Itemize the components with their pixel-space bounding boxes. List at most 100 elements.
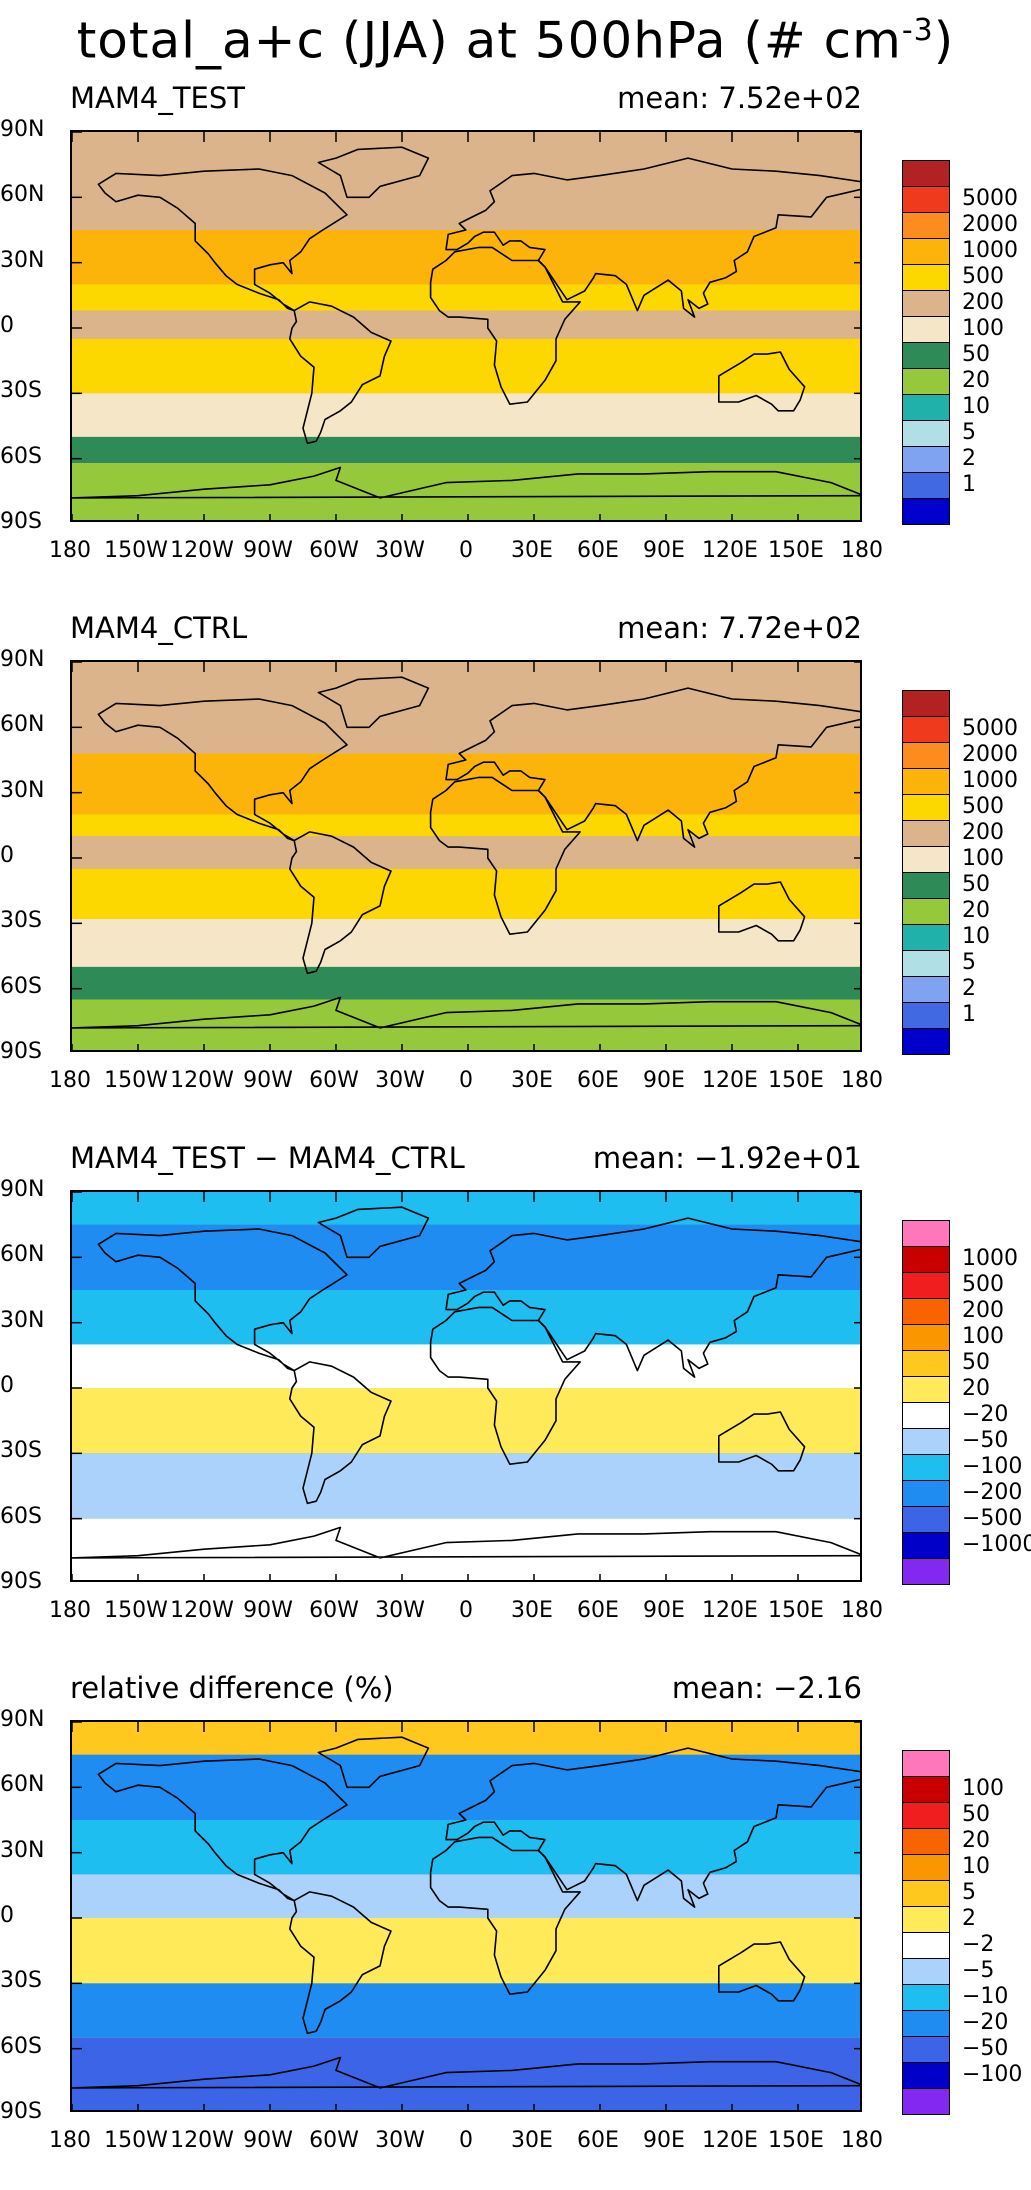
lon-tick-label: 60W — [309, 2128, 359, 2153]
coastline-north-america — [97, 1758, 348, 1902]
heatmap-band-0 — [72, 132, 860, 230]
lat-tick-label: 30S — [0, 1968, 42, 1994]
colorbar: 5000 2000 1000 500 200 100 50 20 10 5 2 1 — [902, 160, 1018, 525]
coastline-eurasia — [445, 157, 860, 318]
map-plot — [70, 130, 862, 522]
coastline-south-america — [289, 301, 392, 445]
colorbar-label: 10 — [962, 394, 990, 419]
lon-tick-label: 0 — [459, 1068, 473, 1093]
colorbar-swatch — [902, 1220, 950, 1247]
heatmap-band-5 — [72, 918, 860, 967]
colorbar-swatch — [902, 716, 950, 743]
lon-tick-label: 30E — [511, 2128, 553, 2153]
heatmap-band-0 — [72, 662, 860, 754]
lon-tick-label: 30W — [375, 538, 425, 563]
heatmap-band-5 — [72, 1983, 860, 2038]
colorbar-swatch — [902, 446, 950, 473]
colorbar-swatch — [902, 1958, 950, 1985]
map-plot — [70, 1720, 862, 2112]
colorbar-swatch — [902, 898, 950, 925]
colorbar-label: 20 — [962, 368, 990, 393]
colorbar-label: 5 — [962, 950, 976, 975]
lat-tick-label: 90N — [0, 647, 45, 672]
coastline-south-america — [289, 1361, 392, 1505]
colorbar-swatch — [902, 2088, 950, 2115]
panel-title: relative difference (%) — [70, 1671, 394, 1705]
colorbar-label: 100 — [962, 1776, 1004, 1801]
coastline-antarctica — [72, 466, 860, 499]
colorbar-swatch — [902, 1558, 950, 1585]
colorbar-label: −50 — [962, 1428, 1009, 1453]
colorbar-swatch — [902, 186, 950, 213]
heatmap-band-3 — [72, 1344, 860, 1388]
coastline-greenland — [317, 146, 430, 199]
coastline-greenland — [317, 1206, 430, 1259]
panel-mean: mean: 7.72e+02 — [617, 610, 862, 646]
lon-tick-label: 90E — [643, 538, 685, 563]
lon-tick-label: 60E — [577, 1598, 619, 1623]
colorbar-label: 20 — [962, 898, 990, 923]
colorbar-swatch — [902, 1750, 950, 1777]
colorbar-swatch — [902, 794, 950, 821]
colorbar-swatch — [902, 1880, 950, 1907]
colorbar: 5000 2000 1000 500 200 100 50 20 10 5 2 1 — [902, 690, 1018, 1055]
colorbar-label: 1 — [962, 472, 976, 497]
colorbar-label: 5000 — [962, 716, 1018, 741]
colorbar-swatch — [902, 1028, 950, 1055]
lon-tick-label: 180 — [49, 538, 91, 563]
coastline-antarctica — [72, 2056, 860, 2089]
colorbar-label: −5 — [962, 1958, 995, 1983]
lat-tick-label: 60S — [0, 973, 42, 999]
heatmap-band-7 — [72, 999, 860, 1050]
panel-title: MAM4_TEST − MAM4_CTRL — [70, 1141, 465, 1175]
heatmap-band-1 — [72, 753, 860, 815]
colorbar-swatch — [902, 1272, 950, 1299]
colorbar-label: −50 — [962, 2036, 1009, 2061]
lat-tick-label: 90S — [0, 2099, 42, 2124]
colorbar-label: 200 — [962, 290, 1004, 315]
panel-title: MAM4_TEST — [70, 81, 245, 115]
panel-title: MAM4_CTRL — [70, 611, 248, 645]
mean-value: −2.16 — [773, 1671, 862, 1705]
lat-tick-label: 0 — [0, 843, 14, 868]
colorbar-swatch — [902, 1984, 950, 2011]
colorbar-label: 5 — [962, 420, 976, 445]
heatmap-svg — [72, 132, 860, 520]
coastline-africa — [429, 776, 582, 936]
colorbar-swatch — [902, 290, 950, 317]
heatmap-band-0 — [72, 1722, 860, 1755]
main-title-superscript: -3 — [901, 13, 934, 48]
panel-mean: mean: −1.92e+01 — [593, 1140, 862, 1176]
colorbar-label: −2 — [962, 1932, 995, 1957]
lat-tick-label: 60N — [0, 182, 45, 208]
colorbar-swatch — [902, 264, 950, 291]
colorbar-label: −100 — [962, 1454, 1023, 1479]
lon-tick-label: 0 — [459, 1598, 473, 1623]
colorbar-swatch — [902, 846, 950, 873]
lat-tick-label: 90N — [0, 117, 45, 142]
lat-tick-label: 60S — [0, 2033, 42, 2059]
lon-tick-label: 90W — [243, 1068, 293, 1093]
lat-tick-label: 30S — [0, 1438, 42, 1464]
colorbar-label: 50 — [962, 342, 990, 367]
colorbar-swatch — [902, 498, 950, 525]
colorbar-label: 10 — [962, 924, 990, 949]
heatmap-band-7 — [72, 463, 860, 520]
heatmap-svg — [72, 1722, 860, 2110]
lon-tick-label: 120E — [702, 538, 758, 563]
lon-tick-label: 60E — [577, 1068, 619, 1093]
colorbar-swatch — [902, 1002, 950, 1029]
lon-tick-label: 90W — [243, 538, 293, 563]
colorbar-label: −20 — [962, 2010, 1009, 2035]
colorbar-swatch — [902, 2036, 950, 2063]
coastline-north-america — [97, 1228, 348, 1372]
panel-ctrl: MAM4_CTRL mean: 7.72e+02 90N 60N 30N 0 30S 60… — [0, 610, 1031, 1130]
lon-tick-label: 150E — [768, 1068, 824, 1093]
colorbar-label: 500 — [962, 1272, 1004, 1297]
lat-tick-label: 60N — [0, 1772, 45, 1798]
colorbar-swatch — [902, 924, 950, 951]
lon-tick-label: 30W — [375, 1598, 425, 1623]
lon-tick-label: 90E — [643, 1598, 685, 1623]
colorbar-swatch — [902, 394, 950, 421]
lon-tick-label: 60E — [577, 2128, 619, 2153]
